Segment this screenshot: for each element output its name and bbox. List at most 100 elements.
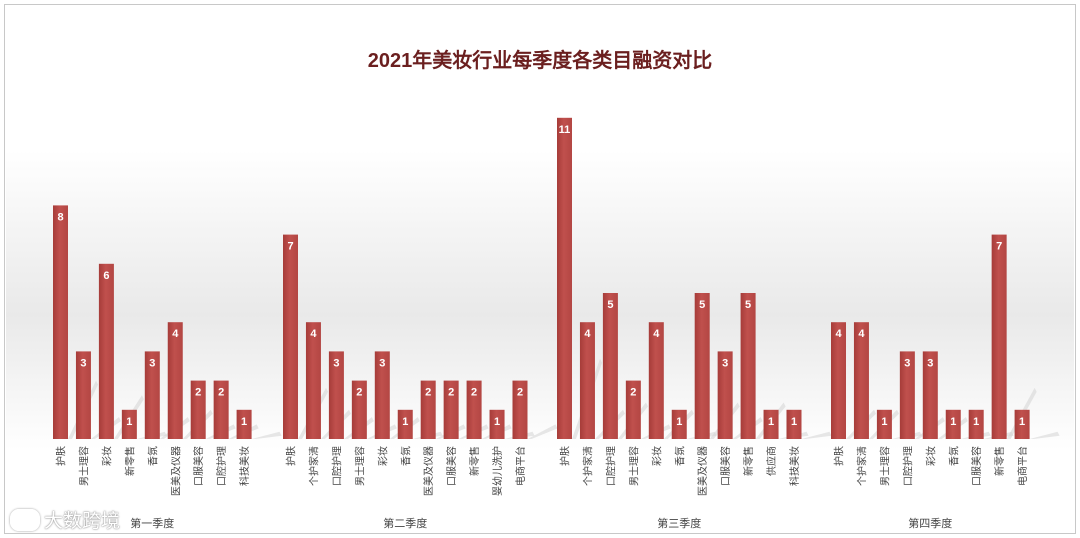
- bar-value-label: 2: [425, 387, 431, 399]
- category-label: 科技美妆: [788, 446, 801, 486]
- bar-value-label: 1: [402, 416, 408, 428]
- bar-value-label: 4: [584, 328, 591, 340]
- category-label: 男士理容: [878, 446, 891, 486]
- bar: [190, 380, 206, 439]
- category-label: 新零售: [742, 446, 755, 476]
- bar: [831, 322, 846, 439]
- bar: [236, 409, 252, 439]
- bar: [557, 117, 572, 440]
- category-label: 医美及仪器: [422, 446, 435, 496]
- category-label: 口服美容: [445, 446, 458, 486]
- bar-value-label: 3: [927, 357, 933, 369]
- bar: [283, 234, 298, 439]
- bar: [579, 322, 595, 439]
- bar-value-label: 1: [126, 416, 132, 428]
- bar: [694, 293, 710, 439]
- bar-value-label: 4: [172, 328, 179, 340]
- bar-value-label: 4: [310, 328, 317, 340]
- bar: [786, 409, 802, 439]
- bar-value-label: 3: [80, 357, 86, 369]
- bar-value-label: 6: [103, 270, 109, 282]
- bar: [144, 351, 160, 439]
- bar: [671, 409, 687, 439]
- bar: [512, 380, 528, 439]
- bar: [968, 409, 984, 439]
- bar-value-label: 1: [241, 416, 247, 428]
- bar: [853, 322, 869, 439]
- category-label: 彩妆: [376, 446, 389, 466]
- bar-value-label: 8: [57, 211, 63, 223]
- bar-value-label: 5: [607, 299, 613, 311]
- category-label: 口腔护理: [215, 446, 228, 486]
- bar: [489, 409, 505, 439]
- chart-title: 2021年美妆行业每季度各类目融资对比: [367, 50, 713, 72]
- bar-value-label: 5: [745, 299, 751, 311]
- watermark-text: 大数跨境: [44, 510, 121, 532]
- bar: [945, 409, 961, 439]
- category-label: 口服美容: [719, 446, 732, 486]
- bar: [98, 263, 114, 439]
- bar: [717, 351, 733, 439]
- bar: [167, 322, 183, 439]
- bar-shadow: [527, 424, 558, 439]
- category-label: 彩妆: [650, 446, 663, 466]
- bar-value-label: 7: [287, 241, 293, 253]
- bar: [899, 351, 915, 439]
- bar-value-label: 3: [379, 357, 385, 369]
- bar: [922, 351, 938, 439]
- category-label: 新零售: [123, 446, 136, 476]
- bar: [75, 351, 91, 439]
- category-label: 男士理容: [353, 446, 366, 486]
- category-label: 供应商: [765, 446, 778, 476]
- category-label: 男士理容: [627, 446, 640, 486]
- category-label: 彩妆: [924, 446, 937, 466]
- bar: [648, 322, 664, 439]
- bar: [121, 409, 137, 439]
- bar: [420, 380, 436, 439]
- bar-shadow: [251, 431, 282, 439]
- bar: [876, 409, 892, 439]
- category-label: 男士理容: [77, 446, 90, 486]
- bar: [763, 409, 779, 439]
- category-label: 个护家清: [855, 446, 868, 486]
- group-label: 第二季度: [383, 516, 427, 530]
- category-label: 护肤: [833, 446, 846, 466]
- category-label: 科技美妆: [238, 446, 251, 486]
- bar-value-label: 2: [448, 387, 454, 399]
- category-label: 香氛: [673, 446, 686, 466]
- category-label: 口服美容: [970, 446, 983, 486]
- bar-value-label: 3: [149, 357, 155, 369]
- bar-value-label: 1: [768, 416, 774, 428]
- watermark-logo-icon: [10, 508, 40, 531]
- group-label: 第四季度: [908, 516, 952, 530]
- category-label: 婴幼儿洗护: [491, 446, 504, 496]
- category-label: 口腔护理: [330, 446, 343, 486]
- category-label: 个护家清: [307, 446, 320, 486]
- chart-floor: [6, 150, 1074, 450]
- bar-value-label: 1: [881, 416, 887, 428]
- category-label: 香氛: [399, 446, 412, 466]
- bar: [740, 293, 756, 439]
- category-label: 新零售: [993, 446, 1006, 476]
- category-label: 香氛: [146, 446, 159, 466]
- bar: [53, 205, 68, 439]
- bar-value-label: 11: [559, 124, 571, 136]
- bar-value-label: 1: [950, 416, 956, 428]
- bar: [351, 380, 367, 439]
- bar-shadow: [1029, 431, 1060, 439]
- category-label: 香氛: [947, 446, 960, 466]
- category-label: 个护家清: [581, 446, 594, 486]
- bar: [397, 409, 413, 439]
- bar: [466, 380, 482, 439]
- category-label: 电商平台: [1016, 446, 1029, 486]
- category-label: 新零售: [468, 446, 481, 476]
- category-label: 医美及仪器: [169, 446, 182, 496]
- bar-value-label: 1: [676, 416, 682, 428]
- bar-value-label: 1: [1019, 416, 1025, 428]
- bar-value-label: 2: [630, 387, 636, 399]
- bar-value-label: 2: [471, 387, 477, 399]
- bar: [602, 293, 618, 439]
- bar-value-label: 2: [218, 387, 224, 399]
- bar-value-label: 1: [973, 416, 979, 428]
